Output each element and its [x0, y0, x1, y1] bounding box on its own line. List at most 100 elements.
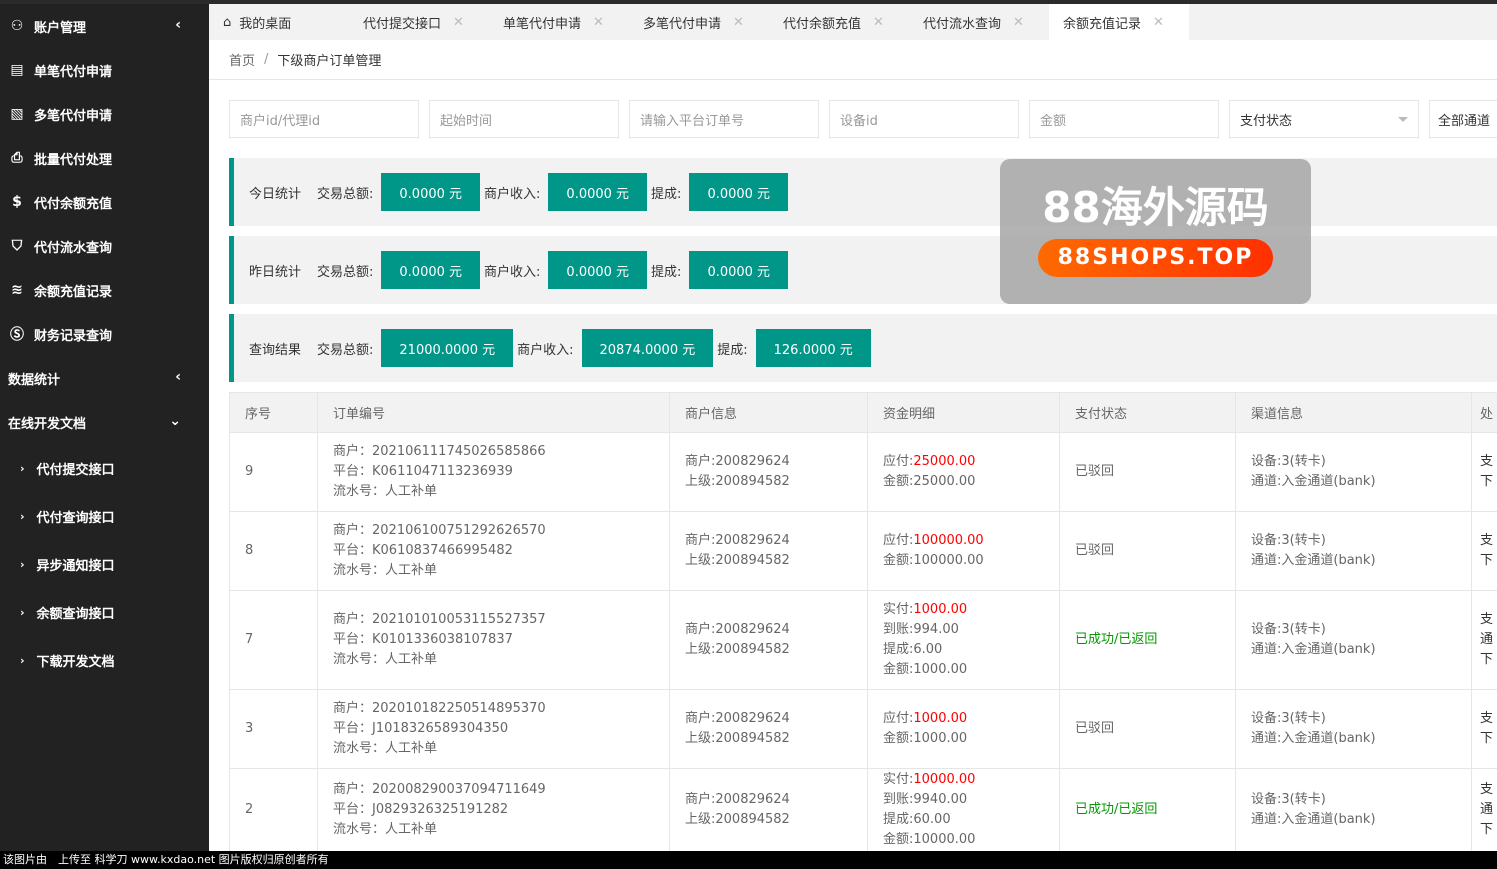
breadcrumb-separator: / — [264, 52, 269, 67]
channel-line: 设备:3(转卡) — [1251, 792, 1326, 807]
sidebar-item[interactable]: ⚇ 账户管理 ‹ — [0, 4, 209, 48]
sidebar-item-label: 代付流水查询 — [34, 240, 113, 256]
row-number: 2 — [229, 768, 318, 852]
breadcrumb-home[interactable]: 首页 — [229, 54, 256, 69]
channel-line: 设备:3(转卡) — [1251, 533, 1326, 548]
channel-line: 设备:3(转卡) — [1251, 622, 1326, 637]
tab[interactable]: 单笔代付申请 ✕ — [489, 4, 629, 40]
tab[interactable]: 代付余额充值 ✕ — [769, 4, 909, 40]
device-id-input[interactable]: 设备id — [829, 100, 1019, 138]
income-value: 0.0000 元 — [548, 173, 648, 211]
order-line: 平台：J1018326589304350 — [333, 721, 509, 736]
extra-line: 通 — [1480, 632, 1494, 647]
extra-line: 下 — [1480, 822, 1494, 837]
tab[interactable]: 余额充值记录 ✕ — [1049, 4, 1189, 40]
channel-info: 设备:3(转卡) 通道:入金通道(bank) — [1235, 511, 1472, 591]
close-icon[interactable]: ✕ — [733, 14, 744, 30]
sidebar-item-label: 数据统计 — [8, 372, 61, 388]
order-line: 流水号：人工补单 — [333, 741, 438, 756]
merchant-line: 商户:200829624 — [685, 711, 790, 726]
sidebar-subitem[interactable]: › 下载开发文档 — [0, 636, 209, 684]
channel-line: 设备:3(转卡) — [1251, 711, 1326, 726]
extra-line: 支 — [1480, 782, 1494, 797]
funds-line: 应付:25000.00 — [883, 454, 976, 469]
tab[interactable]: ⌂ 我的桌面 — [209, 4, 349, 40]
order-line: 平台：K0610837466995482 — [333, 543, 513, 558]
column-header: 资金明细 — [867, 392, 1060, 433]
sidebar-item[interactable]: ⎙ 批量代付处理 — [0, 136, 209, 180]
fee-label: 提成: — [651, 264, 682, 280]
sidebar-item[interactable]: ⛉ 代付流水查询 — [0, 224, 209, 268]
close-icon[interactable]: ✕ — [453, 14, 464, 30]
sidebar-item-label: 余额充值记录 — [34, 284, 113, 300]
funds-line: 到账:994.00 — [883, 622, 959, 637]
tab[interactable]: 代付提交接口 ✕ — [349, 4, 489, 40]
merchant-info: 商户:200829624 上级:200894582 — [669, 432, 868, 512]
start-time-input[interactable]: 起始时间 — [429, 100, 619, 138]
action-cell: 支下 — [1471, 511, 1497, 591]
tab[interactable]: 代付流水查询 ✕ — [909, 4, 1049, 40]
sidebar-subitem-label: 代付查询接口 — [36, 510, 115, 526]
merchant-info: 商户:200829624 上级:200894582 — [669, 590, 868, 690]
sidebar-subitem[interactable]: › 代付查询接口 — [0, 492, 209, 540]
tab-label: 代付提交接口 — [363, 16, 442, 32]
sidebar-item[interactable]: 在线开发文档 ⌄ — [0, 400, 209, 444]
sidebar-subitem[interactable]: › 异步通知接口 — [0, 540, 209, 588]
sidebar-item-label: 单笔代付申请 — [34, 64, 113, 80]
sidebar-subitem-label: 下载开发文档 — [36, 654, 115, 670]
merchant-line: 上级:200894582 — [685, 474, 790, 489]
table-row: 8 商户：202106100751292626570 平台：K06108374669… — [229, 511, 1497, 591]
row-number: 3 — [229, 689, 318, 769]
funds-line: 提成:6.00 — [883, 642, 943, 657]
channel-line: 通道:入金通道(bank) — [1251, 474, 1376, 489]
funds-line: 金额:25000.00 — [883, 474, 976, 489]
sidebar-item-label: 财务记录查询 — [34, 328, 113, 344]
sidebar-item[interactable]: 数据统计 ‹ — [0, 356, 209, 400]
close-icon[interactable]: ✕ — [1153, 14, 1164, 30]
filter-bar: 商户id/代理id 起始时间 请输入平台订单号 设备id 金额 支付状态 全部通… — [229, 100, 1497, 138]
merchant-line: 上级:200894582 — [685, 731, 790, 746]
footer-caption: 该图片由 上传至 科学刀 www.kxdao.net 图片版权归原创者所有 — [0, 851, 1497, 869]
funds-line: 提成:60.00 — [883, 812, 951, 827]
sidebar-item[interactable]: ▧ 多笔代付申请 — [0, 92, 209, 136]
extra-line: 下 — [1480, 553, 1494, 568]
table-row: 9 商户：20210611174502658586​6 平台：K0611047113… — [229, 432, 1497, 512]
tab-label: 余额充值记录 — [1063, 16, 1142, 32]
funds-line: 金额:1000.00 — [883, 731, 968, 746]
funds-line: 应付:100000.00 — [883, 533, 984, 548]
chevron-right-icon: › — [20, 557, 25, 571]
amount-input[interactable]: 金额 — [1029, 100, 1219, 138]
pay-status-select[interactable]: 支付状态 — [1229, 100, 1419, 138]
merchant-line: 上级:200894582 — [685, 553, 790, 568]
sidebar-subitem[interactable]: › 余额查询接口 — [0, 588, 209, 636]
channel-select[interactable]: 全部通道 — [1429, 100, 1497, 138]
close-icon[interactable]: ✕ — [593, 14, 604, 30]
sidebar-item-label: 多笔代付申请 — [34, 108, 113, 124]
order-number-input[interactable]: 请输入平台订单号 — [629, 100, 819, 138]
fee-value: 0.0000 元 — [689, 173, 789, 211]
merchant-line: 上级:200894582 — [685, 812, 790, 827]
merchant-id-input[interactable]: 商户id/代理id — [229, 100, 419, 138]
close-icon[interactable]: ✕ — [1013, 14, 1024, 30]
close-icon[interactable]: ✕ — [873, 14, 884, 30]
channel-info: 设备:3(转卡) 通道:入金通道(bank) — [1235, 768, 1472, 852]
sidebar-item[interactable]: ≋ 余额充值记录 — [0, 268, 209, 312]
income-value: 0.0000 元 — [548, 251, 648, 289]
extra-line: 支 — [1480, 533, 1494, 548]
home-icon: ⌂ — [223, 14, 232, 30]
stats-label: 查询结果 — [249, 342, 302, 358]
funds-detail: 实付:1000.00 到账:994.00 提成:6.00 金额:1000.00 — [867, 590, 1060, 690]
merchant-line: 商户:200829624 — [685, 622, 790, 637]
sidebar-item[interactable]: $ 代付余额充值 — [0, 180, 209, 224]
sidebar-item[interactable]: Ⓢ 财务记录查询 — [0, 312, 209, 356]
sidebar-item[interactable]: ▤ 单笔代付申请 — [0, 48, 209, 92]
channel-line: 通道:入金通道(bank) — [1251, 642, 1376, 657]
merchant-info: 商户:200829624 上级:200894582 — [669, 768, 868, 852]
tab[interactable]: 多笔代付申请 ✕ — [629, 4, 769, 40]
printer-icon: ⎙ — [11, 150, 23, 166]
sidebar-subitem[interactable]: › 代付提交接口 — [0, 444, 209, 492]
total-value: 21000.0000 元 — [381, 329, 514, 367]
action-cell: 支下 — [1471, 689, 1497, 769]
watermark-badge: 88SHOPS.TOP — [1038, 239, 1273, 277]
order-line: 商户：202101010053115527357 — [333, 612, 546, 627]
